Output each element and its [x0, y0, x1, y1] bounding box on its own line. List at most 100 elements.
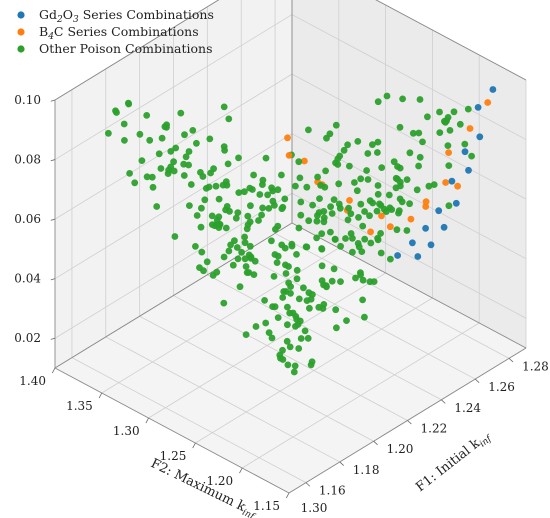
data-point [330, 265, 338, 273]
legend: Gd2O3 Series Combinations B4C Series Com… [17, 7, 214, 56]
data-point [216, 221, 223, 229]
grid-line-z-back [54, 192, 293, 339]
data-point [244, 212, 252, 220]
data-point [206, 135, 214, 143]
data-point [436, 129, 444, 137]
data-point [292, 182, 299, 190]
data-point [256, 191, 264, 198]
data-point [297, 211, 305, 219]
data-point [282, 261, 289, 269]
data-point [177, 109, 185, 117]
data-point [422, 203, 430, 210]
legend-label-other: Other Poison Combinations [39, 41, 213, 56]
data-point [225, 115, 233, 123]
data-point [305, 126, 312, 134]
tick-mark [192, 442, 196, 449]
x-tick-label: 1.24 [454, 401, 481, 415]
data-point [278, 171, 285, 179]
data-point [353, 187, 361, 195]
data-point [355, 214, 362, 221]
data-point [252, 323, 260, 330]
data-point [285, 152, 293, 159]
data-point [406, 200, 413, 208]
data-point [251, 257, 259, 265]
data-point [327, 228, 334, 236]
data-point [143, 173, 151, 181]
data-point [193, 139, 200, 147]
data-point [203, 258, 211, 266]
data-point [131, 179, 139, 187]
z-tick-label: 0.08 [14, 153, 41, 167]
data-point [369, 199, 377, 207]
data-point [351, 179, 358, 186]
data-point [374, 149, 381, 156]
data-point [309, 201, 316, 209]
data-point [180, 172, 188, 179]
data-point [293, 275, 301, 283]
data-point [197, 223, 205, 231]
grid-line-y-floor [148, 272, 386, 419]
data-point [295, 224, 303, 232]
data-point [295, 158, 303, 166]
data-point [282, 270, 290, 277]
data-point [193, 212, 201, 219]
data-point [461, 148, 469, 156]
data-point [444, 114, 452, 121]
data-point [413, 186, 421, 194]
data-point [424, 113, 431, 121]
data-point [238, 248, 246, 256]
grid-line-z-right [291, 73, 527, 200]
data-point [225, 247, 233, 255]
legend-label-gd2o3: Gd2O3 Series Combinations [39, 7, 214, 25]
data-point [271, 303, 279, 311]
data-point [186, 202, 193, 210]
data-point [367, 228, 374, 236]
data-point [346, 162, 353, 170]
data-point [212, 182, 220, 190]
data-point [301, 157, 308, 165]
legend-marker-other [17, 45, 25, 53]
data-point [387, 255, 394, 263]
data-point [223, 203, 231, 210]
data-point [209, 272, 217, 279]
grid-line-x-floor [105, 336, 340, 463]
data-point [414, 253, 422, 260]
grid-line-x-floor [139, 315, 374, 442]
data-point [335, 200, 343, 208]
data-point [295, 345, 303, 352]
data-point [189, 126, 197, 134]
data-point [309, 291, 316, 298]
data-point [396, 123, 404, 131]
z-tick-label: 0.04 [14, 272, 41, 286]
data-point [302, 243, 310, 251]
data-point [326, 130, 334, 138]
data-point [328, 277, 336, 285]
data-point [406, 149, 414, 157]
data-point [452, 199, 460, 207]
x-tick-label: 1.30 [301, 501, 328, 515]
data-point [390, 158, 398, 166]
data-point [215, 195, 223, 203]
data-point [291, 362, 299, 370]
data-point [265, 329, 273, 336]
data-point [345, 204, 352, 212]
data-point [359, 222, 367, 230]
data-point [403, 176, 411, 184]
tick-mark [508, 358, 514, 363]
data-point [235, 154, 242, 162]
data-point [330, 196, 338, 204]
data-point [284, 321, 291, 329]
data-point [274, 252, 282, 260]
grid-line-y-floor [241, 322, 480, 469]
data-point [396, 195, 404, 203]
data-point [236, 283, 244, 291]
data-point [435, 207, 443, 215]
z-tick-label: 0.06 [14, 212, 41, 226]
data-point [314, 173, 321, 181]
data-point [200, 267, 207, 275]
data-point [346, 197, 353, 204]
data-point [489, 86, 497, 93]
data-point [224, 160, 232, 168]
grid-line-x-floor [241, 253, 476, 380]
